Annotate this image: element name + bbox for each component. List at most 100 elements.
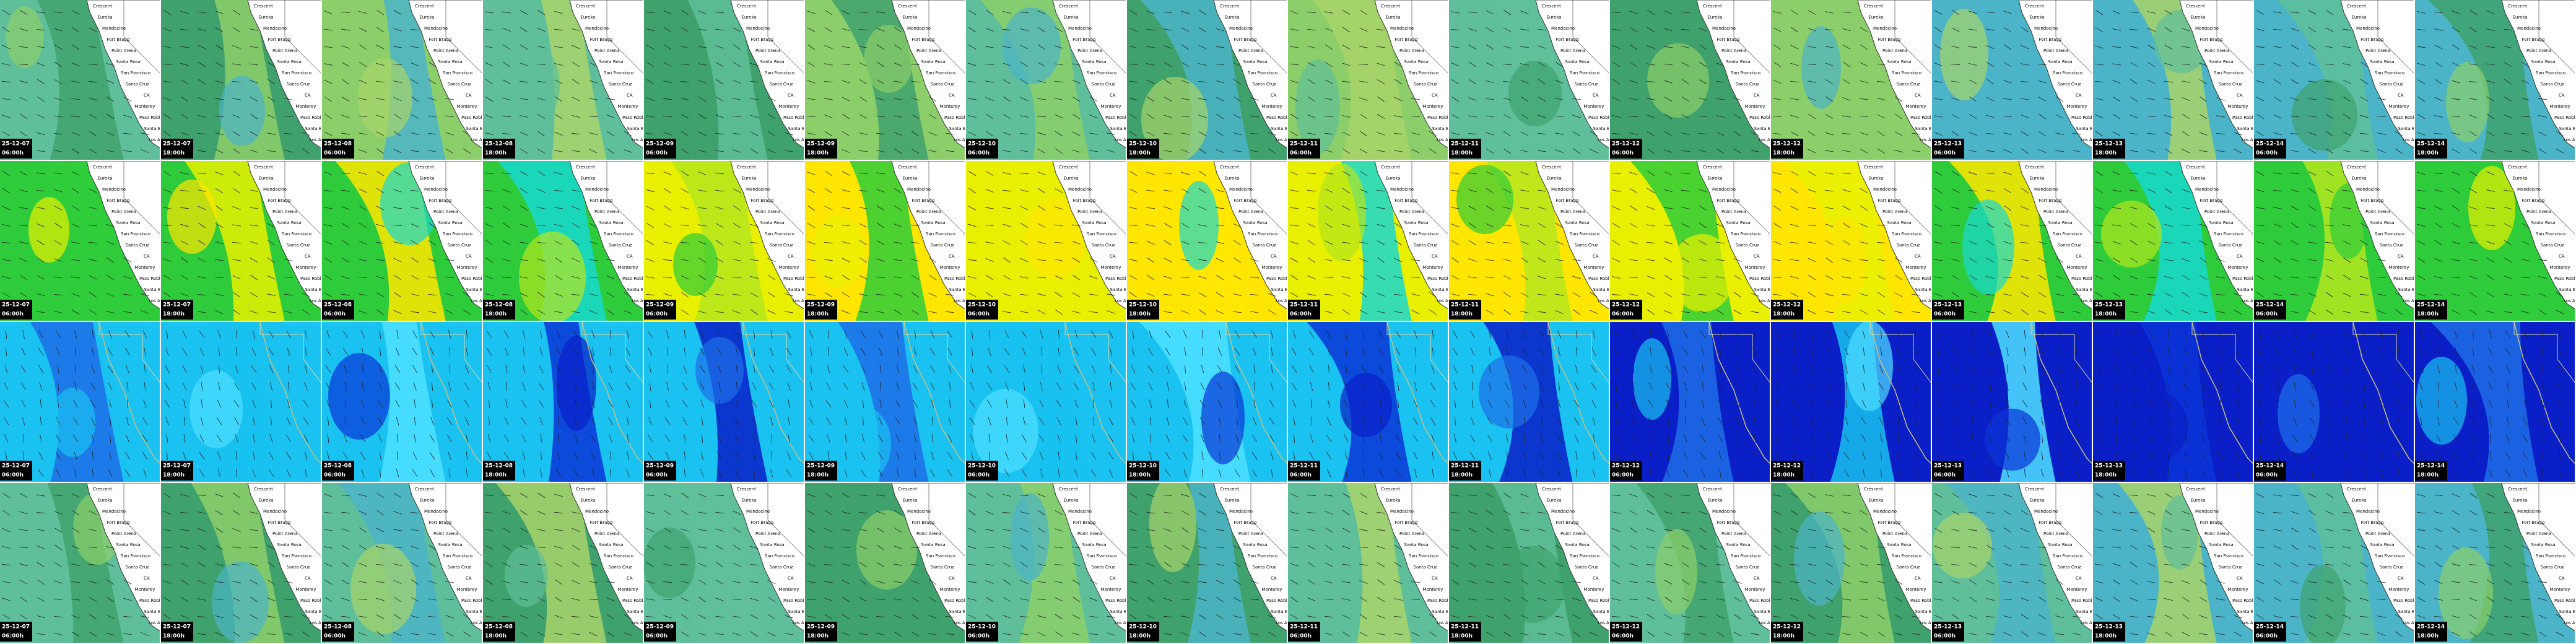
border (1411, 198, 1448, 235)
wind-arrow (1810, 347, 1814, 356)
label-box (644, 461, 676, 481)
wind-arrow (1146, 63, 1155, 66)
wind-arrow (2185, 330, 2187, 339)
wind-arrow (2292, 469, 2297, 477)
wind-arrow (663, 527, 672, 533)
wind-arrow (572, 79, 580, 85)
wind-arrow (232, 148, 241, 154)
wind-arrow (1808, 274, 1816, 281)
wind-arrow (2504, 96, 2512, 102)
wind-arrow (2147, 149, 2156, 153)
wind-arrow (843, 365, 849, 373)
time-label: 06:00h (1290, 472, 1312, 479)
wind-arrow (1574, 434, 1579, 443)
date-label: 25-12-10 (1129, 141, 1157, 147)
wind-arrow (520, 45, 528, 50)
wind-arrow (1667, 417, 1669, 425)
wind-arrow (54, 580, 63, 584)
border (445, 37, 482, 74)
wind-arrow (1235, 330, 1240, 339)
time-label: 06:00h (968, 472, 990, 479)
wind-arrow (1468, 11, 1477, 14)
border (1869, 322, 1931, 383)
wind-arrow (1451, 240, 1460, 246)
wind-arrow (2199, 240, 2208, 245)
wind-arrow (539, 347, 543, 356)
label-box (483, 139, 515, 159)
wind-arrow (626, 469, 630, 477)
wind-arrow (2114, 382, 2119, 391)
wind-arrow (1897, 399, 1900, 408)
wind-arrow (700, 399, 704, 408)
wind-arrow (968, 115, 977, 118)
wind-arrow (1503, 148, 1512, 154)
wind-arrow (396, 330, 399, 339)
time-label: 06:00h (1612, 472, 1634, 479)
field-blob (864, 25, 913, 93)
wind-arrow (74, 451, 77, 460)
field-band (1661, 322, 1734, 482)
wind-arrow (427, 294, 437, 296)
wind-arrow (1006, 399, 1008, 408)
wind-arrow (37, 293, 45, 297)
tile-content (2254, 322, 2414, 482)
wind-arrow (946, 633, 954, 635)
place-label: Santa Rosa (116, 220, 141, 225)
wind-arrow (663, 62, 672, 67)
wind-arrow (1537, 311, 1547, 313)
wind-arrow (2021, 63, 2029, 66)
wind-arrow (571, 294, 581, 296)
wind-arrow (232, 63, 241, 66)
wind-arrow (2003, 149, 2012, 154)
wind-arrow (74, 382, 77, 391)
wind-arrow (649, 365, 651, 373)
wind-arrow (2345, 451, 2349, 460)
wind-arrow (2147, 294, 2156, 296)
wind-arrow (37, 132, 45, 136)
tile-content (483, 322, 643, 482)
wind-arrow (1630, 417, 1637, 425)
place-label: Los Angeles (471, 298, 497, 303)
wind-arrow (767, 149, 776, 154)
wind-arrow (180, 562, 189, 567)
place-label: Santa Barbara (1593, 287, 1624, 292)
wind-arrow (876, 294, 886, 296)
wind-arrow (1827, 382, 1831, 391)
wind-arrow (1341, 259, 1351, 261)
wind-arrow (733, 527, 741, 533)
place-label: Santa Barbara (466, 287, 497, 292)
wind-arrow (858, 189, 868, 192)
wind-arrow (359, 240, 367, 245)
wind-arrow (53, 616, 63, 618)
time-label: 18:00h (2417, 311, 2439, 318)
wind-arrow (485, 79, 494, 85)
wind-arrow (750, 131, 759, 136)
wind-arrow (698, 149, 707, 153)
wind-arrow (1307, 62, 1316, 67)
wind-arrow (1290, 258, 1299, 263)
wind-arrow (968, 224, 977, 227)
wind-arrow (572, 206, 580, 211)
wind-arrow (1216, 131, 1224, 137)
wind-arrow (411, 597, 419, 602)
wind-arrow (1290, 171, 1299, 176)
wind-arrow (396, 433, 399, 443)
wind-arrow (1877, 148, 1886, 154)
wind-arrow (393, 131, 402, 137)
wind-arrow (842, 258, 850, 263)
wind-arrow (2256, 241, 2265, 245)
wind-arrow (1201, 347, 1204, 357)
wind-arrow (1698, 115, 1708, 118)
wind-arrow (1592, 417, 1596, 425)
wind-arrow (287, 365, 290, 373)
wind-arrow (1573, 417, 1580, 425)
wind-arrow (985, 492, 994, 498)
wind-arrow (1486, 27, 1494, 33)
wind-arrow (2359, 150, 2369, 152)
wind-arrow (37, 275, 45, 280)
wind-arrow (286, 330, 291, 339)
wind-arrow (1489, 364, 1491, 374)
wind-arrow (1541, 417, 1543, 425)
